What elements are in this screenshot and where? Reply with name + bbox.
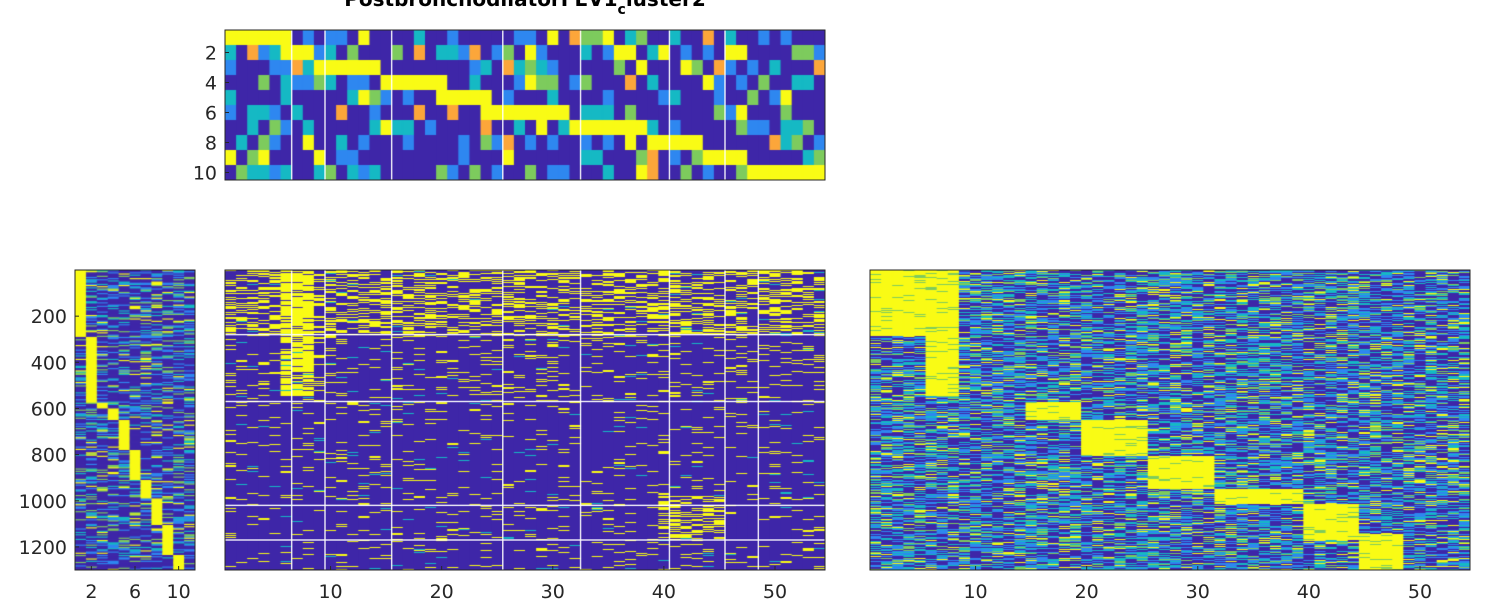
bm-xtick-label-3: 40 <box>652 581 676 600</box>
bl-ytick-label-0: 200 <box>31 306 67 328</box>
br-xtick-label-2: 30 <box>1186 581 1210 600</box>
top-heatmap-panel: 2 4 6 8 10 <box>193 29 826 185</box>
bottom-middle-heatmap-panel: 10 20 30 40 50 <box>224 269 826 600</box>
bl-xtick-label-0: 2 <box>85 581 97 600</box>
bottom-middle-heatmap-cells <box>225 270 825 570</box>
bottom-right-heatmap-cells <box>870 270 1470 570</box>
top-ytick-label-0: 2 <box>205 43 217 65</box>
top-ytick-label-4: 10 <box>193 163 217 185</box>
top-heatmap-frame <box>224 29 826 181</box>
bm-xtick-label-2: 30 <box>541 581 565 600</box>
top-ytick-label-1: 4 <box>205 73 217 95</box>
bottom-left-heatmap-cells <box>75 270 195 570</box>
bm-xtick-label-1: 20 <box>430 581 454 600</box>
bm-xtick-label-0: 10 <box>318 581 342 600</box>
bl-ytick-label-1: 400 <box>31 352 67 374</box>
title-rest: luster2 <box>626 0 706 11</box>
bm-xtick-label-4: 50 <box>763 581 787 600</box>
top-ytick-label-3: 8 <box>205 133 217 155</box>
bl-ytick-label-2: 600 <box>31 398 67 420</box>
bl-ytick-label-4: 1000 <box>19 491 67 513</box>
title-subscript: c <box>618 2 626 18</box>
top-heatmap-cells <box>225 30 825 180</box>
bottom-right-heatmap-frame <box>869 269 1471 571</box>
bl-xtick-label-1: 6 <box>129 581 141 600</box>
bottom-left-heatmap-panel: 200 400 600 800 1000 1200 2 6 10 <box>19 269 196 600</box>
chart-title: PostbronchodilatorFEV1cluster2 <box>344 0 705 18</box>
bottom-right-heatmap-panel: 10 20 30 40 50 <box>869 269 1471 600</box>
bl-ytick-label-5: 1200 <box>19 537 67 559</box>
br-xtick-label-1: 20 <box>1075 581 1099 600</box>
br-xtick-label-3: 40 <box>1297 581 1321 600</box>
top-ytick-label-2: 6 <box>205 103 217 125</box>
br-xtick-label-4: 50 <box>1408 581 1432 600</box>
bl-ytick-label-3: 800 <box>31 445 67 467</box>
br-xtick-label-0: 10 <box>963 581 987 600</box>
title-main: PostbronchodilatorFEV1 <box>344 0 617 11</box>
bl-xtick-label-2: 10 <box>167 581 191 600</box>
bottom-middle-heatmap-frame <box>224 269 826 571</box>
